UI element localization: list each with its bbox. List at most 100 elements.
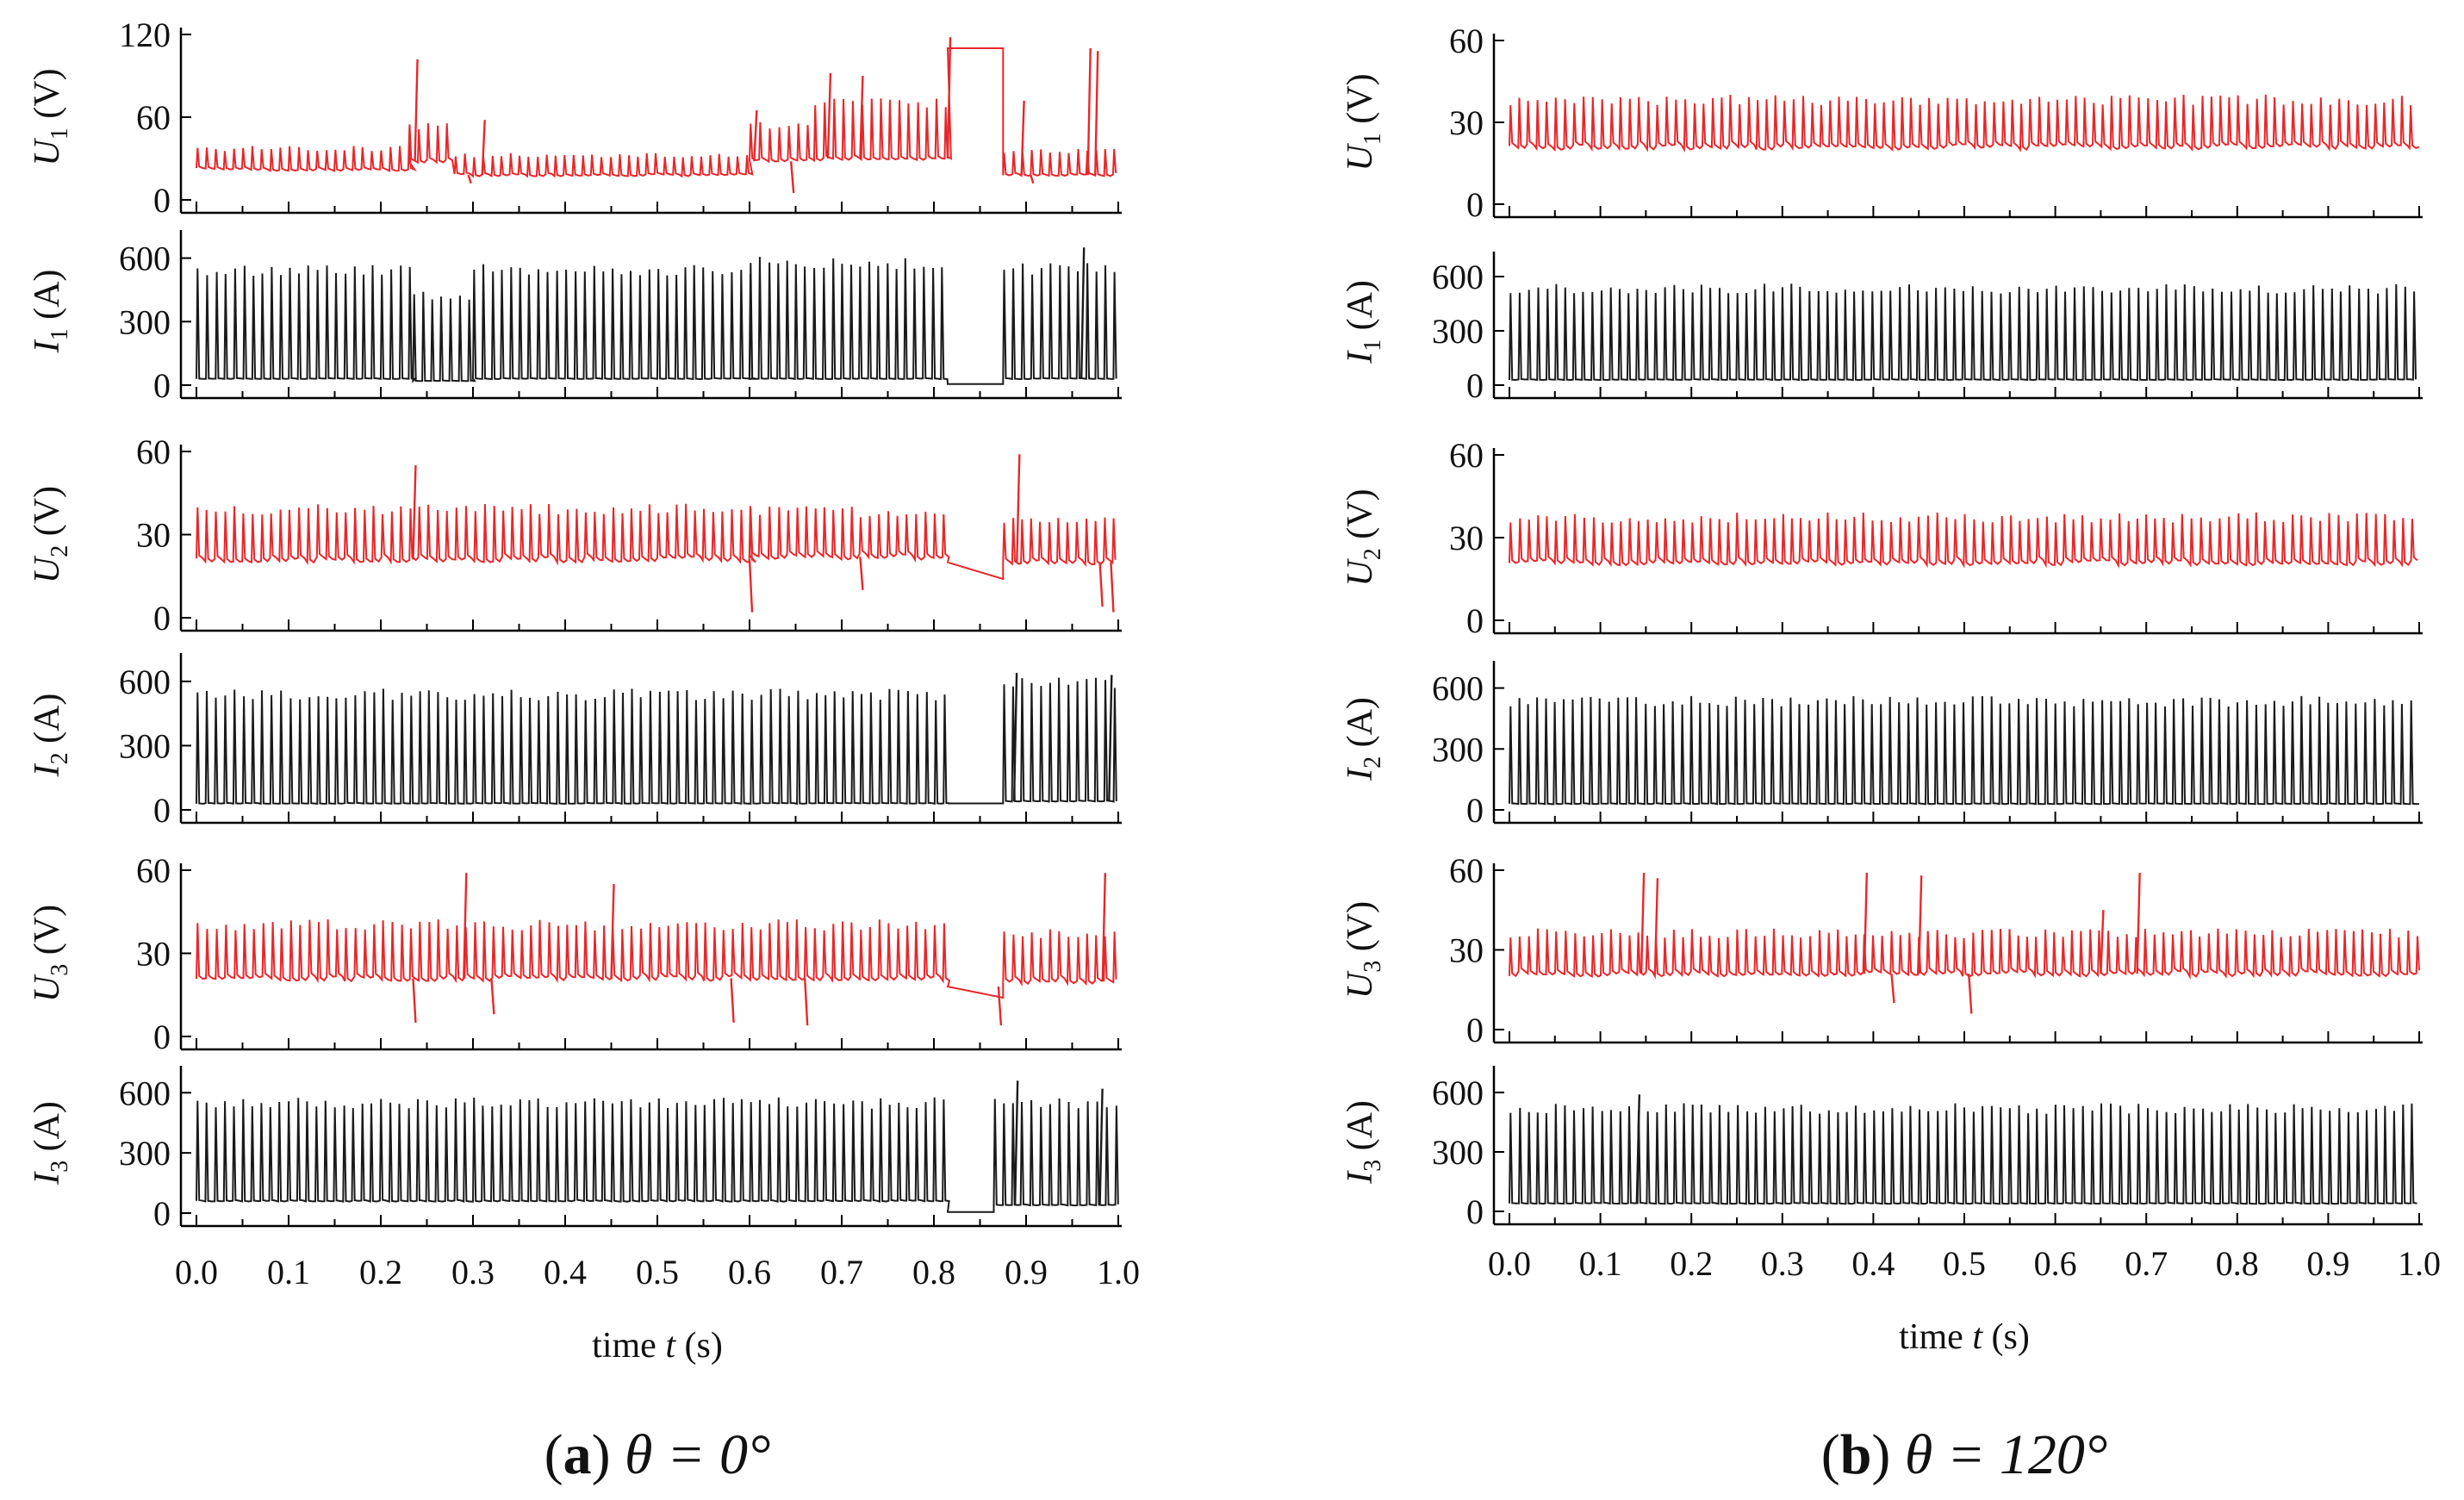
y-tick-label: 0: [153, 1194, 171, 1233]
spike-u1-7: [946, 37, 952, 159]
y-axis-title-i1: I1 (A): [28, 270, 73, 354]
y-axis-title-subscript: 1: [47, 128, 73, 140]
spike-u3-0: [463, 873, 468, 979]
x-tick-label: 0.8: [912, 1253, 955, 1291]
y-tick-label: 300: [119, 1134, 171, 1173]
y-axis-title-i3: I3 (A): [1341, 1100, 1386, 1185]
y-axis-title-subscript: 2: [1360, 548, 1386, 560]
subplot-i1: 0 300 600 I1 (A): [1341, 252, 2423, 405]
series-u1-line: [1509, 94, 2420, 152]
y-axis-title-unit: (V): [1341, 901, 1380, 961]
y-tick-label: 60: [1449, 436, 1484, 475]
y-axis-title-i2: I2 (A): [28, 694, 73, 778]
y-tick-label: 600: [1432, 669, 1484, 708]
x-tick-label: 0.8: [2216, 1244, 2259, 1283]
spike-u3-7: [1101, 873, 1107, 981]
spike-i3-0: [1635, 1094, 1641, 1204]
x-tick-label: 0.1: [267, 1253, 310, 1291]
y-axis-title-unit: (V): [28, 68, 67, 128]
y-axis-title-symbol: I: [28, 1171, 67, 1186]
series-i3-line: [196, 1097, 1119, 1213]
series-u2-line: [196, 503, 1117, 581]
series-i2-line: [196, 677, 1117, 806]
y-axis-title-i3: I3 (A): [28, 1101, 73, 1186]
spike-u1-10: [1086, 47, 1092, 176]
y-axis-title-subscript: 3: [1360, 1160, 1386, 1172]
spike-u2-2: [859, 557, 864, 590]
y-axis-title-unit: (A): [1341, 697, 1380, 756]
y-tick-label: 120: [119, 16, 171, 54]
x-tick-label: 0.0: [1488, 1244, 1531, 1283]
y-tick-label: 0: [153, 181, 171, 220]
y-tick-label: 60: [1449, 22, 1484, 60]
caption-text: θ = 120°: [1905, 1423, 2107, 1486]
x-tick-label: 0.4: [544, 1253, 587, 1291]
subplot-u3: 0 30 60 U3 (V): [1341, 851, 2423, 1049]
series-u3-line: [196, 919, 1117, 999]
x-tick-label: 0.5: [636, 1253, 679, 1291]
y-axis-title-unit: (V): [1341, 489, 1380, 548]
y-axis-title-symbol: I: [28, 762, 67, 777]
y-tick-label: 0: [1466, 1011, 1484, 1049]
x-tick-label: 0.7: [2125, 1244, 2168, 1283]
spike-u1-1: [467, 174, 472, 184]
y-tick-label: 0: [1466, 601, 1484, 640]
spike-u1-8: [1020, 100, 1025, 176]
y-axis-title-subscript: 1: [47, 328, 73, 340]
spike-u1-6: [859, 75, 864, 159]
y-tick-label: 0: [153, 366, 171, 405]
x-tick-label: 0.1: [1579, 1244, 1622, 1283]
series-u3-line: [1509, 928, 2420, 980]
y-tick-label: 0: [153, 791, 171, 830]
x-tick-label: 0.0: [175, 1253, 218, 1291]
y-axis-title-unit: (A): [1341, 1100, 1380, 1160]
spike-i3-1: [1098, 1088, 1104, 1205]
x-tick-label: 0.6: [728, 1253, 771, 1291]
spike-i3-0: [1013, 1080, 1019, 1205]
series-i3-line: [1509, 1103, 2417, 1205]
subplot-i2: 0 300 600 I2 (A): [28, 653, 1122, 830]
subplot-i2: 0 300 600 I2 (A): [1341, 661, 2423, 830]
y-axis-title-unit: (A): [28, 270, 67, 329]
spike-u3-3: [1918, 875, 1923, 974]
y-tick-label: 0: [153, 599, 171, 638]
spike-u3-3: [490, 978, 495, 1015]
panel-caption-b: (b) θ = 120°: [1821, 1423, 2108, 1486]
subplot-i3: 0 300 600 I3 (A): [28, 1066, 1122, 1233]
spike-u2-4: [1098, 562, 1104, 607]
spike-u3-1: [1653, 878, 1659, 974]
y-axis-title-unit: (A): [28, 1101, 67, 1161]
series-i1-line: [196, 257, 1117, 385]
y-axis-title-unit: (V): [28, 905, 67, 964]
y-axis-title-subscript: 3: [47, 1161, 73, 1173]
y-axis-title-u2: U2 (V): [1341, 489, 1386, 586]
y-tick-label: 30: [1449, 931, 1484, 970]
x-tick-label: 0.4: [1851, 1244, 1895, 1283]
series-i1-line: [1509, 283, 2417, 382]
x-tick-label: 0.2: [1670, 1244, 1713, 1283]
y-axis-title-symbol: I: [1341, 767, 1380, 781]
y-axis-title-i2: I2 (A): [1341, 697, 1386, 781]
spike-i2-0: [1012, 672, 1018, 802]
y-axis-title-subscript: 2: [47, 545, 73, 557]
y-tick-label: 30: [1449, 103, 1484, 142]
y-tick-label: 0: [1466, 185, 1484, 224]
subplot-i1: 0 300 600 I1 (A): [28, 230, 1122, 405]
y-axis-title-symbol: U: [1341, 143, 1380, 171]
y-tick-label: 0: [1466, 366, 1484, 405]
y-tick-label: 600: [119, 240, 171, 278]
spike-u3-5: [2136, 873, 2141, 974]
y-axis-title-subscript: 1: [1360, 339, 1386, 352]
y-axis-title-u2: U2 (V): [28, 486, 73, 583]
y-axis-title-unit: (A): [1341, 280, 1380, 339]
y-axis-title-subscript: 2: [47, 752, 73, 764]
caption-text: θ = 0°: [625, 1423, 770, 1486]
x-axis-title: time t (s): [592, 1326, 723, 1366]
y-axis-title-unit: (V): [28, 486, 67, 545]
x-axis-title-symbol: t: [665, 1326, 676, 1366]
series-u1-line: [196, 47, 1117, 178]
y-tick-label: 60: [136, 433, 171, 471]
